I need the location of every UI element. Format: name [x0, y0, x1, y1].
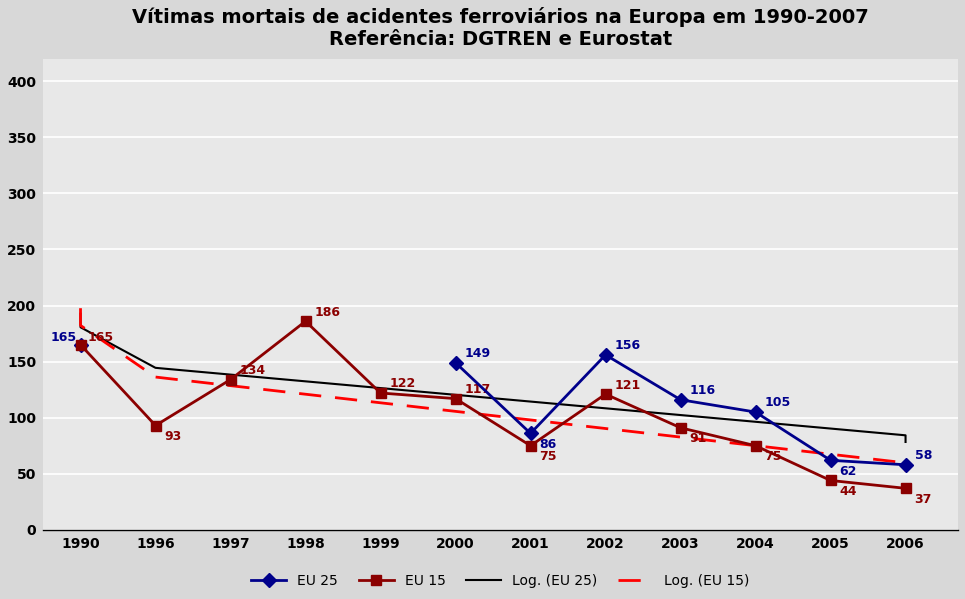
Text: 134: 134: [239, 364, 265, 377]
Text: 75: 75: [539, 450, 557, 463]
Legend: EU 25, EU 15, Log. (EU 25), Log. (EU 15): EU 25, EU 15, Log. (EU 25), Log. (EU 15): [246, 568, 756, 594]
Text: 149: 149: [464, 347, 490, 360]
Text: 58: 58: [915, 449, 932, 462]
Text: 37: 37: [915, 493, 932, 506]
Text: 165: 165: [88, 331, 114, 344]
Text: 121: 121: [615, 379, 641, 392]
Text: 93: 93: [164, 430, 181, 443]
Text: 116: 116: [690, 384, 716, 397]
Text: 156: 156: [615, 339, 641, 352]
Text: 186: 186: [315, 305, 341, 319]
Text: 86: 86: [539, 438, 557, 451]
Text: 165: 165: [50, 331, 76, 344]
Text: 44: 44: [840, 485, 857, 498]
Title: Vítimas mortais de acidentes ferroviários na Europa em 1990-2007
Referência: DGT: Vítimas mortais de acidentes ferroviário…: [132, 7, 868, 49]
Text: 105: 105: [764, 397, 790, 410]
Text: 122: 122: [390, 377, 416, 391]
Text: 91: 91: [690, 432, 707, 445]
Text: 62: 62: [840, 465, 857, 478]
Text: 75: 75: [764, 450, 782, 463]
Text: 117: 117: [464, 383, 491, 396]
